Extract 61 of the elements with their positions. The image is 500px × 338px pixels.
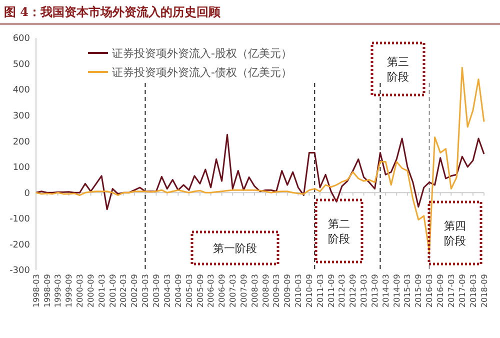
x-tick-label: 2011-03 bbox=[316, 274, 325, 308]
line-series bbox=[35, 66, 485, 253]
x-tick-label: 1998-03 bbox=[32, 274, 41, 308]
x-tick-label: 2014-09 bbox=[392, 274, 402, 308]
legend-label: 证券投资项外资流入-债权（亿美元） bbox=[112, 66, 292, 79]
x-tick-label: 2014-03 bbox=[381, 274, 390, 308]
x-tick-label: 2015-03 bbox=[403, 274, 412, 308]
y-tick-label: 400 bbox=[12, 86, 30, 96]
x-tick-label: 2018-03 bbox=[468, 274, 478, 308]
line-series bbox=[35, 134, 485, 210]
y-tick-label: 0 bbox=[24, 188, 30, 199]
x-tick-label: 2008-09 bbox=[261, 274, 270, 308]
x-tick-label: 2009-03 bbox=[272, 274, 282, 308]
x-tick-label: 2004-03 bbox=[162, 274, 172, 308]
legend-label: 证券投资项外资流入-股权（亿美元） bbox=[112, 46, 292, 60]
x-tick-label: 2013-03 bbox=[360, 274, 369, 308]
x-tick-label: 2009-09 bbox=[283, 274, 292, 308]
x-tick-label: 2018-09 bbox=[480, 274, 489, 308]
x-tick-label: 2010-03 bbox=[294, 274, 303, 308]
x-tick-label: 2010-09 bbox=[305, 274, 314, 308]
x-tick-label: 2001-03 bbox=[97, 274, 106, 308]
y-tick-label: 600 bbox=[12, 34, 30, 44]
x-tick-label: 2007-03 bbox=[228, 274, 238, 308]
x-tick-label: 2007-09 bbox=[239, 274, 248, 308]
x-tick-label: 1999-09 bbox=[64, 274, 74, 308]
x-tick-label: 2013-09 bbox=[370, 274, 380, 308]
y-tick-label: 500 bbox=[12, 60, 30, 70]
x-tick-label: 2017-09 bbox=[458, 274, 467, 308]
annotation: 第二阶段 bbox=[328, 217, 350, 246]
chart-title: 图 4：我国资本市场外资流入的历史回顾 bbox=[4, 5, 222, 19]
x-tick-label: 2017-03 bbox=[446, 274, 456, 308]
x-tick-label: 2002-03 bbox=[119, 274, 128, 308]
x-tick-label: 1999-03 bbox=[54, 274, 63, 308]
x-tick-label: 1998-09 bbox=[42, 274, 52, 308]
x-tick-label: 2000-03 bbox=[76, 274, 85, 308]
x-tick-label: 2016-03 bbox=[425, 274, 434, 308]
x-tick-label: 2008-03 bbox=[250, 274, 260, 308]
y-tick-label: 200 bbox=[12, 137, 30, 148]
x-tick-label: 2011-09 bbox=[326, 274, 336, 308]
y-tick-label: 100 bbox=[12, 163, 30, 174]
x-tick-label: 2006-09 bbox=[218, 274, 227, 308]
x-tick-label: 2012-09 bbox=[348, 274, 358, 308]
annotation: 第四阶段 bbox=[444, 219, 466, 248]
x-tick-label: 2005-09 bbox=[196, 274, 205, 308]
y-tick-label: 300 bbox=[12, 111, 30, 122]
y-tick-label: -200 bbox=[10, 240, 30, 250]
x-tick-label: 2003-03 bbox=[141, 274, 150, 308]
x-tick-label: 2016-09 bbox=[436, 274, 446, 308]
x-tick-label: 2005-03 bbox=[184, 274, 194, 308]
x-tick-label: 2012-03 bbox=[338, 274, 347, 308]
x-tick-label: 2002-09 bbox=[130, 274, 140, 308]
annotation: 第一阶段 bbox=[213, 242, 257, 255]
x-tick-label: 2004-09 bbox=[174, 274, 183, 308]
x-tick-label: 2015-09 bbox=[414, 274, 424, 308]
x-tick-label: 2006-03 bbox=[206, 274, 216, 308]
annotation: 第三阶段 bbox=[387, 55, 409, 84]
x-tick-label: 2003-09 bbox=[152, 274, 162, 308]
y-tick-label: -100 bbox=[10, 214, 30, 225]
x-tick-label: 2001-09 bbox=[108, 274, 118, 308]
x-tick-label: 2000-09 bbox=[86, 274, 96, 308]
y-tick-label: -300 bbox=[10, 266, 30, 276]
